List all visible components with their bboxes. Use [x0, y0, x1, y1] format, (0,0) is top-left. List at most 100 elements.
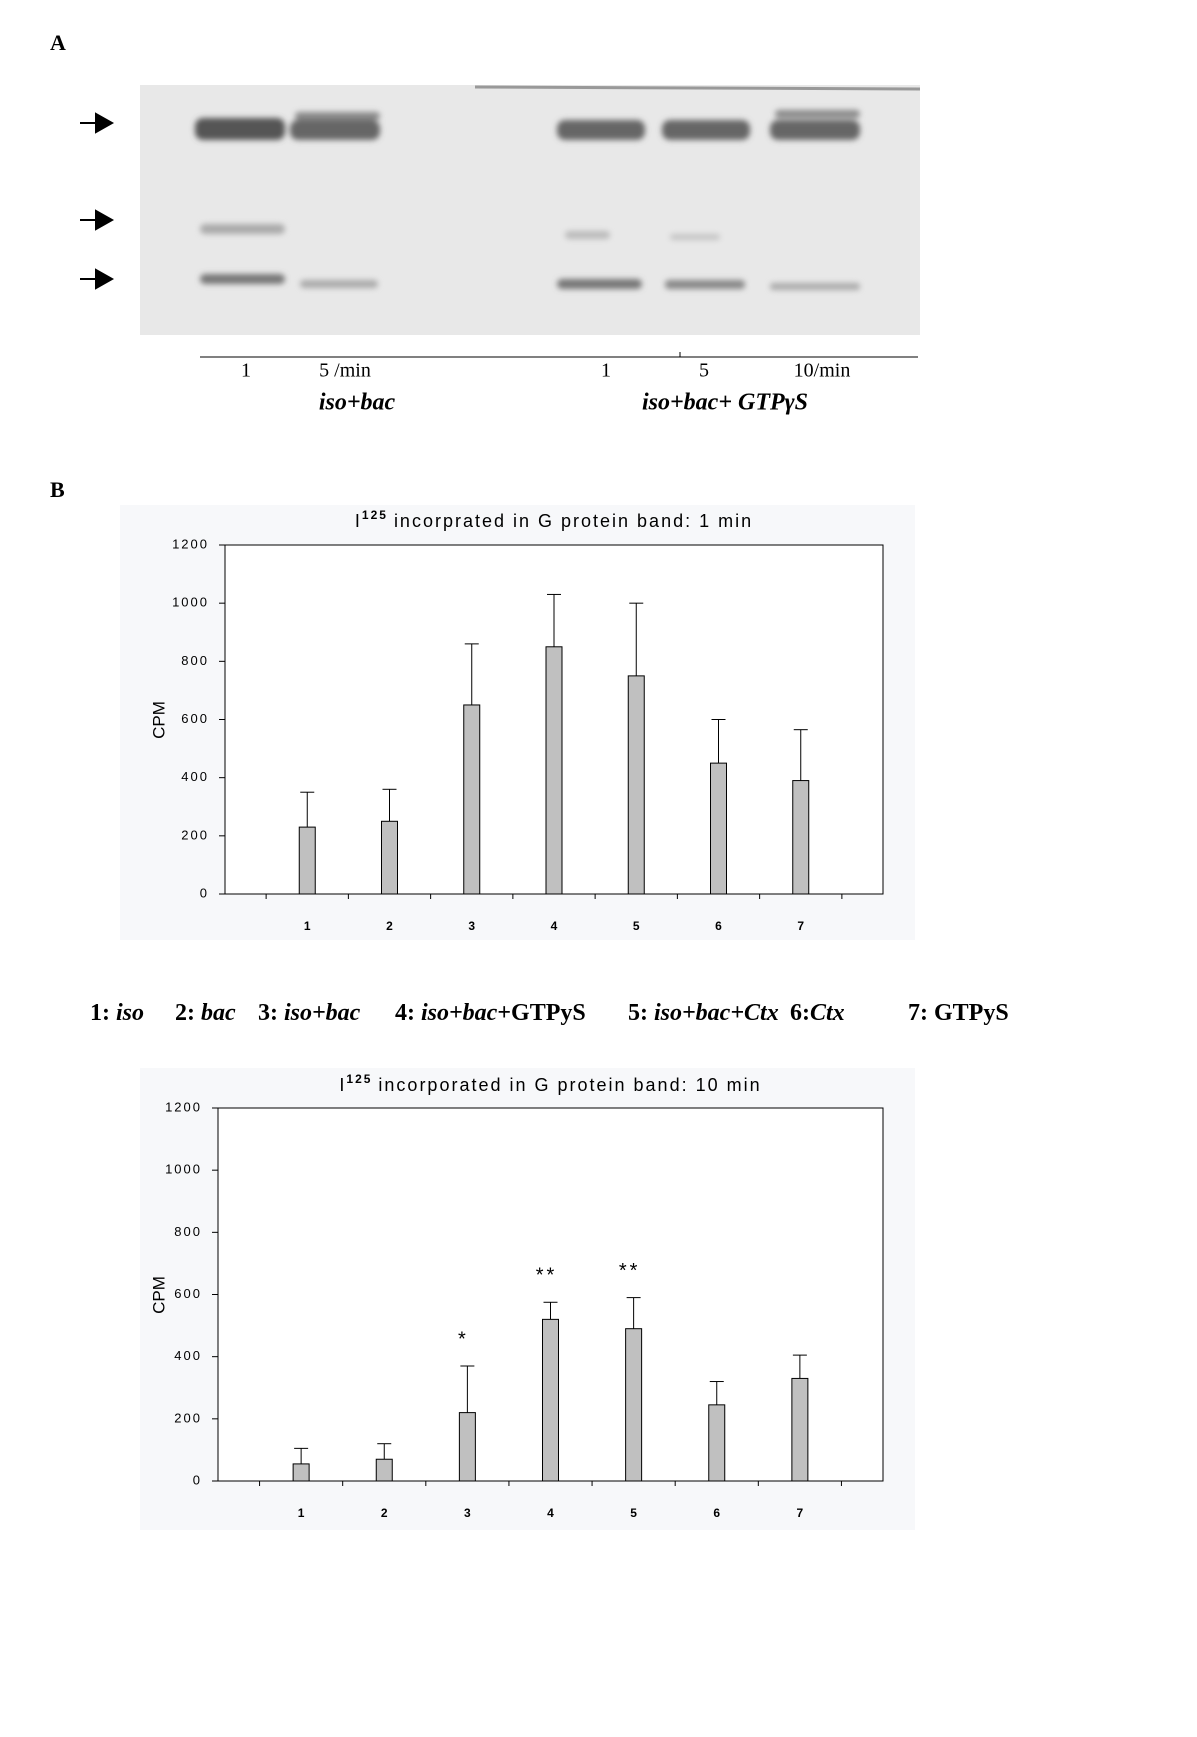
lane-label: 5 [699, 360, 709, 382]
bar [292, 1463, 310, 1482]
legend-text: iso [116, 1000, 144, 1026]
legend-item: 3: iso+bac [258, 1000, 361, 1026]
bar [710, 762, 727, 895]
legend-key: 5: [628, 1000, 648, 1026]
x-tick-label: 6 [715, 919, 722, 933]
error-bar [460, 1365, 475, 1413]
y-tick-label: 1000 [172, 595, 209, 610]
y-tick-label: 200 [181, 827, 209, 842]
error-bar [294, 1447, 309, 1464]
y-tick-label: 0 [200, 885, 209, 900]
bar [708, 1404, 726, 1482]
y-tick-label: 400 [181, 769, 209, 784]
y-tick-label: 400 [174, 1348, 202, 1363]
x-tick-label: 6 [713, 1506, 720, 1520]
significance-marker: ** [619, 1260, 641, 1282]
title-superscript: 125 [362, 508, 388, 522]
error-bar [629, 602, 644, 676]
gel-image [140, 85, 921, 335]
bar [627, 675, 645, 895]
y-tick-label: 1200 [172, 536, 209, 551]
error-bar [547, 593, 561, 647]
legend-text: bac [201, 1000, 236, 1026]
legend-text: Ctx [810, 1000, 845, 1026]
bar [298, 826, 316, 895]
legend-key: 4: [395, 1000, 415, 1026]
error-bar [382, 788, 397, 822]
y-tick-label: 200 [174, 1410, 202, 1425]
gel-arrows [80, 112, 115, 290]
x-tick-label: 3 [464, 1506, 471, 1520]
legend-item: 7: GTPyS [908, 1000, 1009, 1026]
bar [791, 1377, 809, 1482]
x-tick-label: 2 [386, 919, 393, 933]
bar [463, 704, 481, 895]
y-tick-label: 800 [181, 653, 209, 668]
legend-item: 2: bac [175, 1000, 236, 1026]
legend-text: +GTPyS [497, 1000, 585, 1026]
x-tick-label: 5 [633, 919, 640, 933]
bar [381, 820, 398, 895]
bar [625, 1328, 643, 1482]
y-tick-label: 0 [193, 1472, 202, 1487]
x-tick-label: 4 [547, 1506, 554, 1520]
x-tick-label: 7 [797, 1506, 804, 1520]
x-tick-label: 2 [381, 1506, 388, 1520]
lane-group-label: iso+bac+ GTPγS [642, 390, 808, 416]
legend-key: 1: [90, 1000, 110, 1026]
legend-item: 5: iso+bac+Ctx [628, 1000, 779, 1026]
error-bar [626, 1297, 641, 1329]
title-text: incorporated in G protein band: 10 min [378, 1075, 761, 1095]
lane-label: 1 [241, 360, 251, 382]
error-bar [464, 643, 479, 705]
y-tick-label: 600 [181, 711, 209, 726]
legend-key: 7: [908, 1000, 928, 1026]
error-bar [300, 791, 315, 828]
legend-item: 4: iso+bac+GTPyS [395, 1000, 586, 1026]
panel-label: A [50, 30, 66, 55]
legend-text: GTPyS [934, 1000, 1009, 1026]
y-tick-label: 1200 [165, 1099, 202, 1114]
lane-label: 10/min [794, 360, 851, 382]
legend-key: 2: [175, 1000, 195, 1026]
x-tick-label: 7 [797, 919, 804, 933]
significance-marker: ** [536, 1265, 558, 1287]
title-main: I [355, 511, 362, 531]
lane-label: 5 /min [319, 360, 371, 382]
x-tick-label: 1 [298, 1506, 305, 1520]
bar [375, 1458, 393, 1482]
bar [542, 1318, 559, 1482]
error-bar [543, 1301, 558, 1320]
y-tick-label: 800 [174, 1224, 202, 1239]
error-bar [709, 1381, 724, 1405]
bar [545, 646, 563, 895]
error-bar [792, 1354, 807, 1379]
x-tick-label: 5 [630, 1506, 637, 1520]
bar [458, 1412, 476, 1482]
legend-key: 6: [790, 1000, 810, 1026]
x-tick-label: 4 [551, 919, 558, 933]
significance-marker: * [458, 1328, 469, 1350]
legend-item: 6:Ctx [790, 1000, 845, 1026]
legend-item: 1: iso [90, 1000, 144, 1026]
chart-title: I125 incorporated in G protein band: 10 m… [339, 1072, 761, 1095]
chart-title: I125 incorprated in G protein band: 1 min [355, 508, 753, 531]
y-tick-label: 1000 [165, 1162, 202, 1177]
legend-text: iso+bac+Ctx [654, 1000, 779, 1026]
error-bar [711, 719, 726, 764]
error-bar [793, 729, 808, 781]
y-axis-label: CPM [149, 1276, 168, 1314]
title-text: incorprated in G protein band: 1 min [394, 511, 753, 531]
panel-label: B [50, 477, 65, 502]
y-tick-label: 600 [174, 1286, 202, 1301]
lane-group-label: iso+bac [319, 390, 396, 416]
lane-label: 1 [601, 360, 611, 382]
legend-key: 3: [258, 1000, 278, 1026]
error-bar [377, 1443, 392, 1460]
y-axis-label: CPM [149, 701, 168, 739]
legend-text: iso+bac [421, 1000, 498, 1026]
x-tick-label: 1 [304, 919, 311, 933]
x-tick-label: 3 [468, 919, 475, 933]
bar [792, 780, 810, 895]
